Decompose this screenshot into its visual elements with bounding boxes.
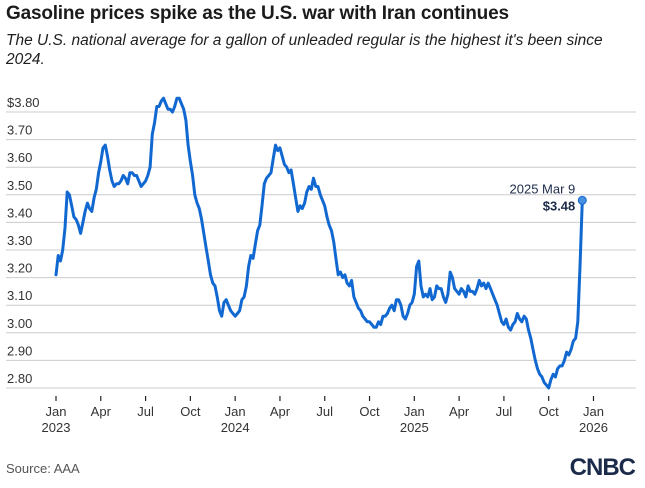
- y-tick-label: 3.20: [7, 261, 32, 276]
- x-tick-label: Jan: [46, 404, 67, 419]
- y-tick-label: 3.50: [7, 178, 32, 193]
- x-tick-label: Oct: [539, 404, 560, 419]
- x-tick-label: Jan: [583, 404, 604, 419]
- y-axis: $3.80 3.70 3.60 3.50 3.40 3.30 3.20 3.10 3.00 2.9…: [7, 95, 40, 386]
- y-tick-label: 3.70: [7, 123, 32, 138]
- cnbc-logo: CNBC: [569, 454, 636, 481]
- annotation-date: 2025 Mar 9: [510, 181, 576, 196]
- x-tick-label: Oct: [359, 404, 380, 419]
- y-tick-label: 3.10: [7, 288, 32, 303]
- y-tick-label: 3.30: [7, 233, 32, 248]
- endpoint-marker: [577, 195, 587, 205]
- x-tick-label: Jul: [496, 404, 513, 419]
- chart-title: Gasoline prices spike as the U.S. war wi…: [6, 3, 509, 24]
- y-tick-label: 3.00: [7, 316, 32, 331]
- x-tick-label: Apr: [91, 404, 112, 419]
- series-line: [54, 96, 584, 390]
- x-tick-year-label: 2023: [42, 420, 71, 435]
- x-tick-label: Apr: [449, 404, 470, 419]
- x-tick-year-label: 2025: [400, 420, 429, 435]
- y-tick-label: 3.60: [7, 150, 32, 165]
- x-tick-label: Jul: [316, 404, 333, 419]
- x-tick-label: Jan: [404, 404, 425, 419]
- series-layer: [54, 96, 584, 390]
- annotation-layer: 2025 Mar 9 $3.48: [510, 181, 587, 213]
- x-tick-year-label: 2026: [579, 420, 608, 435]
- x-tick-label: Oct: [180, 404, 201, 419]
- y-tick-label: 3.40: [7, 205, 32, 220]
- gridlines: [6, 111, 636, 389]
- x-tick-label: Jul: [137, 404, 154, 419]
- y-tick-label: 2.80: [7, 371, 32, 386]
- x-tick-label: Apr: [270, 404, 291, 419]
- annotation-value: $3.48: [543, 198, 576, 213]
- y-tick-label: $3.80: [7, 95, 40, 110]
- x-tick-year-label: 2024: [221, 420, 250, 435]
- y-tick-label: 2.90: [7, 343, 32, 358]
- x-tick-label: Jan: [225, 404, 246, 419]
- source-note: Source: AAA: [6, 461, 80, 476]
- chart-subtitle: The U.S. national average for a gallon o…: [6, 32, 603, 68]
